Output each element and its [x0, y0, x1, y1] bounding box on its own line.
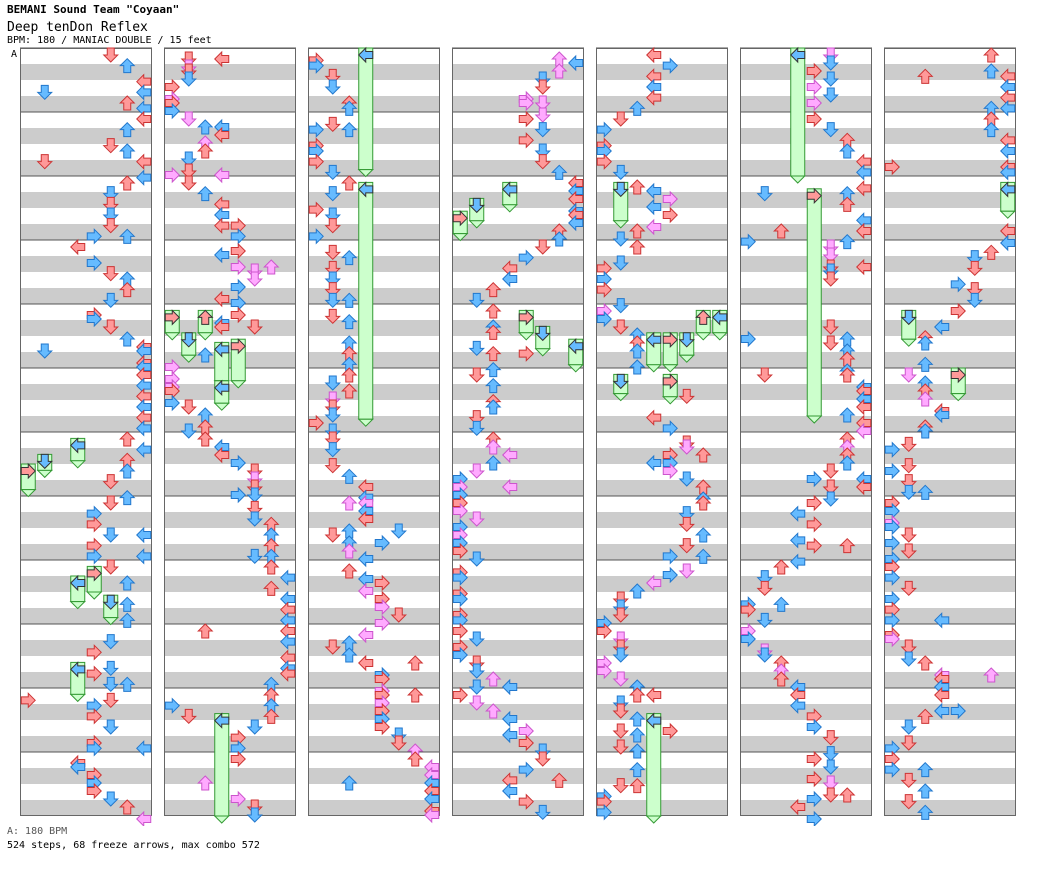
- chart-column: [308, 47, 440, 816]
- freeze-arrow: [213, 713, 230, 824]
- step-chart: A: [11, 47, 1016, 826]
- chart-column: [20, 47, 152, 816]
- freeze-arrow: [357, 47, 374, 178]
- freeze-arrow: [645, 713, 662, 824]
- freeze-arrow: [806, 188, 823, 424]
- chart-column: [884, 47, 1016, 816]
- chart-info: BPM: 180 / MANIAC DOUBLE / 15 feet: [7, 35, 212, 46]
- chart-column: [740, 47, 872, 816]
- song-title: Deep tenDon Reflex: [7, 20, 148, 35]
- bpm-summary: A: 180 BPM: [7, 826, 68, 837]
- freeze-arrow: [357, 181, 374, 427]
- step-stats: 524 steps, 68 freeze arrows, max combo 5…: [7, 840, 260, 851]
- freeze-arrow: [789, 47, 806, 184]
- chart-column: [452, 47, 584, 816]
- bpm-marker-label: A: [11, 49, 17, 60]
- artist-name: BEMANI Sound Team "Coyaan": [7, 3, 180, 16]
- chart-column: [596, 47, 728, 816]
